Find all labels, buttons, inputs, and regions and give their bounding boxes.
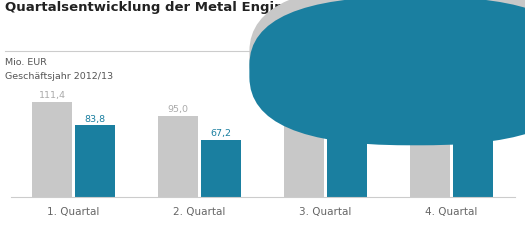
- Bar: [201, 140, 241, 197]
- Text: EBITDA: EBITDA: [430, 53, 468, 63]
- Text: 111,4: 111,4: [38, 91, 66, 100]
- Text: 67,2: 67,2: [211, 129, 232, 138]
- Bar: [32, 101, 72, 197]
- Text: 74,5: 74,5: [337, 123, 358, 132]
- Text: 95,0: 95,0: [167, 105, 188, 114]
- Bar: [75, 125, 115, 197]
- Text: 124,2: 124,2: [416, 80, 444, 89]
- Text: 104,0: 104,0: [290, 98, 318, 107]
- Bar: [453, 116, 493, 197]
- Bar: [158, 116, 198, 197]
- Text: Geschäftsjahr 2012/13: Geschäftsjahr 2012/13: [5, 72, 113, 81]
- Bar: [327, 133, 367, 197]
- Text: 83,8: 83,8: [85, 115, 106, 124]
- Text: 94,1: 94,1: [463, 106, 484, 115]
- Text: Mio. EUR: Mio. EUR: [5, 58, 47, 67]
- Text: Quartalsentwicklung der Metal Engineering Division: Quartalsentwicklung der Metal Engineerin…: [5, 1, 396, 14]
- Bar: [284, 108, 324, 197]
- Bar: [410, 91, 450, 197]
- Text: EBIT: EBIT: [430, 67, 454, 76]
